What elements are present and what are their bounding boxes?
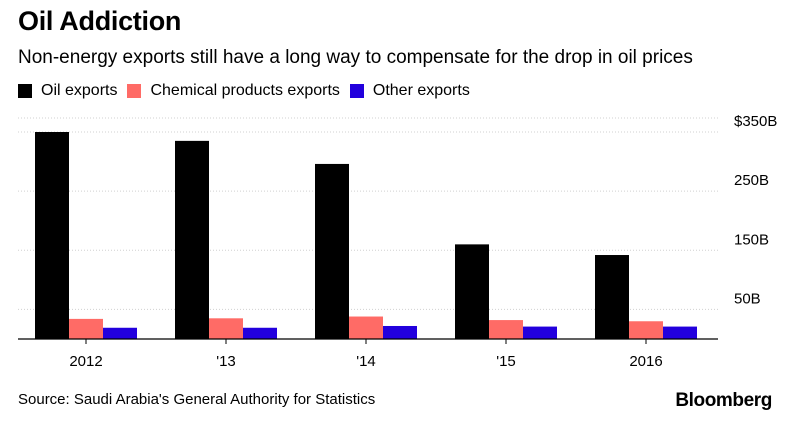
y-tick-label: $350B [734, 113, 777, 130]
bar [243, 327, 277, 339]
legend-item-other: Other exports [349, 82, 470, 100]
bar [209, 318, 243, 339]
x-tick-label: '13 [216, 353, 236, 370]
x-tick-label: '14 [356, 353, 376, 370]
legend-item-chemical: Chemical products exports [127, 82, 340, 100]
legend-swatch-oil [18, 84, 32, 98]
y-tick-label: 250B [734, 172, 769, 189]
legend-label-chemical: Chemical products exports [150, 82, 340, 99]
chart-subtitle: Non-energy exports still have a long way… [18, 47, 693, 68]
bar [315, 163, 349, 339]
bar [663, 326, 697, 339]
legend-item-oil: Oil exports [18, 82, 117, 100]
bloomberg-logo: Bloomberg [675, 390, 772, 411]
axis-layer: 50B 150B 250B $350B 2012 '13 '14 '15 2016 [18, 113, 777, 370]
bar [349, 316, 383, 339]
bar [383, 325, 417, 339]
bar [35, 132, 69, 339]
bar [523, 326, 557, 339]
legend-swatch-chemical [127, 84, 142, 98]
x-tick-label: 2016 [629, 353, 662, 370]
bar [489, 320, 523, 339]
source-note: Source: Saudi Arabia's General Authority… [18, 391, 376, 408]
bar-layer [35, 132, 697, 339]
legend-label-oil: Oil exports [41, 82, 118, 99]
bar [103, 327, 137, 339]
bar [455, 244, 489, 339]
bar [595, 255, 629, 339]
x-tick-label: 2012 [69, 353, 102, 370]
chart-title: Oil Addiction [18, 6, 182, 36]
y-tick-label: 150B [734, 231, 769, 248]
bar [69, 318, 103, 339]
bar [175, 140, 209, 339]
legend-swatch-other [349, 84, 364, 98]
bar [629, 321, 663, 339]
legend: Oil exports Chemical products exports Ot… [18, 82, 480, 100]
x-tick-label: '15 [496, 353, 516, 370]
legend-label-other: Other exports [372, 82, 470, 99]
y-tick-label: 50B [734, 290, 761, 307]
